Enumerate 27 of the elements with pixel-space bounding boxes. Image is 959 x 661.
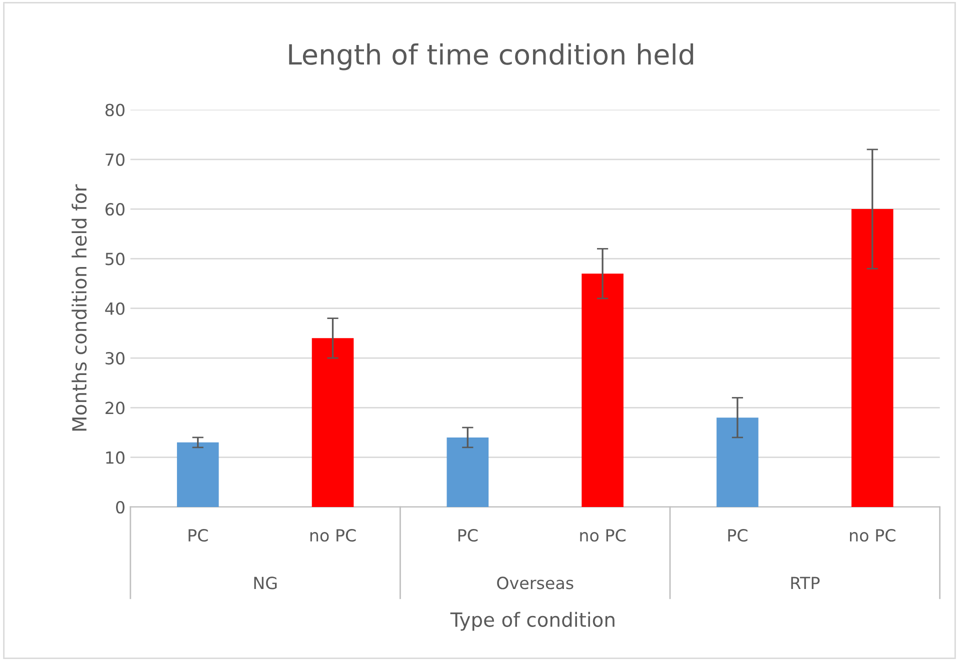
bar: [851, 209, 894, 507]
x-tick-label: PC: [188, 529, 208, 542]
y-tick-label: 70: [106, 153, 124, 166]
y-tick-label: 40: [105, 302, 124, 315]
y-tick-label: 20: [106, 402, 124, 414]
bar: [446, 437, 489, 507]
bar: [716, 418, 758, 507]
text: RTP: [791, 576, 820, 590]
y-tick-label: 0: [116, 500, 124, 514]
y-tick-label: 80: [105, 104, 124, 116]
text: NG: [254, 576, 277, 590]
x-tick-label: no PC: [580, 529, 626, 542]
x-tick-label: PC: [728, 529, 748, 542]
y-tick-label: 60: [106, 203, 124, 216]
x-tick-label: PC: [458, 529, 478, 542]
text: Overseas: [497, 576, 574, 590]
x-tick-label: no PC: [310, 529, 356, 542]
bar: [176, 442, 219, 507]
y-tick-label: 50: [106, 252, 124, 266]
x-axis-title: Type of condition: [450, 612, 614, 631]
bar: [582, 274, 624, 507]
y-tick-label: 10: [106, 451, 124, 464]
bar: [312, 338, 354, 507]
y-tick-label: 30: [106, 352, 124, 365]
x-tick-label: no PC: [850, 529, 896, 542]
chart-title: Length of time condition held: [289, 43, 694, 70]
y-axis-title: Months condition held for: [72, 184, 87, 431]
